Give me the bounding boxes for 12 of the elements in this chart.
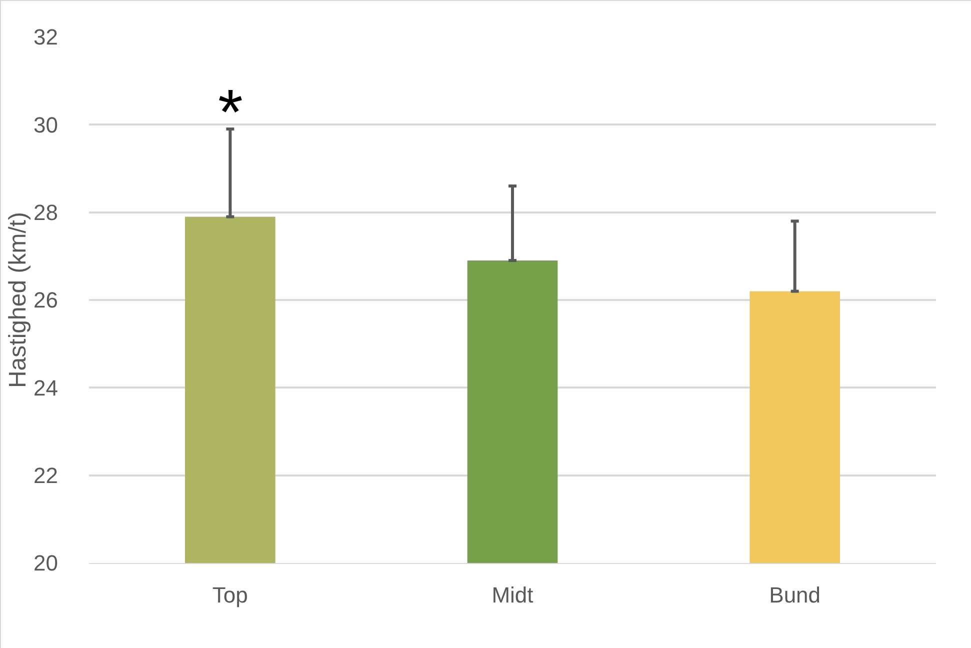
y-tick-label: 26 xyxy=(34,288,58,313)
y-tick-label: 20 xyxy=(34,550,58,576)
y-tick-label: 30 xyxy=(34,112,58,138)
y-tick-label: 22 xyxy=(34,463,58,488)
y-axis-title: Hastighed (km/t) xyxy=(4,212,32,388)
x-tick-label: Top xyxy=(212,582,248,608)
y-tick-label: 32 xyxy=(34,24,58,50)
x-tick-label: Midt xyxy=(492,582,534,608)
annotation: * xyxy=(218,76,243,148)
y-tick-label: 24 xyxy=(34,375,58,400)
y-tick-label: 28 xyxy=(34,200,58,226)
x-tick-label: Bund xyxy=(769,582,821,608)
